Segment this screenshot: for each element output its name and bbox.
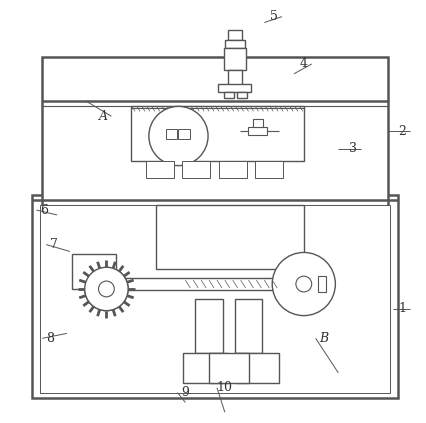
Text: 9: 9 xyxy=(181,386,189,399)
Circle shape xyxy=(84,267,128,310)
Text: 1: 1 xyxy=(397,302,406,315)
Bar xyxy=(209,353,248,383)
Bar xyxy=(223,92,233,98)
Text: 10: 10 xyxy=(216,381,232,394)
Bar xyxy=(182,161,210,179)
Bar xyxy=(223,48,245,70)
Bar xyxy=(32,195,397,398)
Text: 3: 3 xyxy=(348,142,356,155)
Bar xyxy=(131,107,303,161)
Circle shape xyxy=(272,253,334,316)
Bar xyxy=(113,276,121,292)
Bar xyxy=(236,92,246,98)
Bar xyxy=(225,40,244,48)
Bar xyxy=(40,205,389,393)
Bar xyxy=(195,299,222,353)
Text: 8: 8 xyxy=(46,332,54,345)
Bar xyxy=(217,84,251,92)
Circle shape xyxy=(149,107,207,166)
Bar xyxy=(116,278,323,290)
Circle shape xyxy=(98,281,114,297)
Bar xyxy=(247,127,267,135)
Bar xyxy=(155,205,303,269)
Bar xyxy=(253,119,263,127)
Text: A: A xyxy=(99,110,108,123)
Bar xyxy=(317,276,325,292)
Circle shape xyxy=(295,276,311,292)
Text: 6: 6 xyxy=(40,203,48,217)
Bar xyxy=(227,30,241,40)
Bar xyxy=(72,254,116,289)
Bar xyxy=(234,353,279,383)
Bar xyxy=(255,161,282,179)
Text: 2: 2 xyxy=(397,124,406,137)
Bar xyxy=(42,57,387,220)
Bar xyxy=(165,129,177,139)
Bar xyxy=(183,353,227,383)
Bar xyxy=(227,70,241,85)
Bar xyxy=(146,161,173,179)
Text: 4: 4 xyxy=(299,58,307,71)
Text: B: B xyxy=(318,332,327,345)
Bar xyxy=(178,129,190,139)
Bar xyxy=(234,299,262,353)
Circle shape xyxy=(84,267,128,310)
Bar xyxy=(219,161,246,179)
Text: 5: 5 xyxy=(270,10,277,23)
Text: 7: 7 xyxy=(50,238,58,251)
